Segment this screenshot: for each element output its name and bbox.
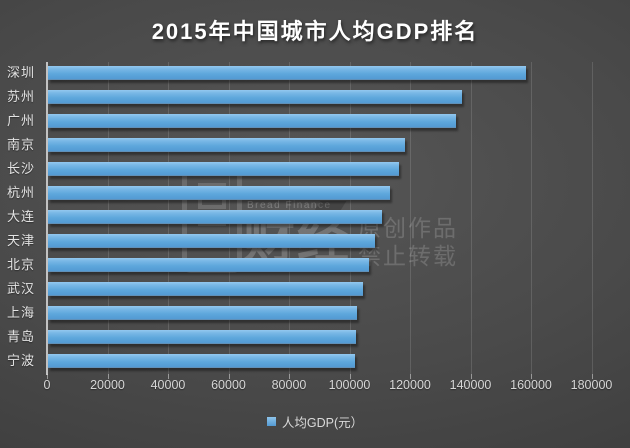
x-tick-label: 140000 [449, 378, 492, 392]
bar-宁波 [48, 354, 356, 368]
x-tickmark [107, 374, 109, 379]
x-tickmark [228, 374, 230, 379]
bar-苏州 [48, 90, 463, 104]
y-axis-label: 北京 [7, 257, 36, 272]
bar-青岛 [48, 330, 356, 344]
x-tick-label: 0 [43, 378, 51, 392]
gridline [410, 62, 411, 374]
x-tick-label: 40000 [150, 378, 186, 392]
x-tick-label: 60000 [211, 378, 246, 392]
bar-杭州 [48, 186, 390, 200]
y-axis-label: 深圳 [7, 65, 36, 80]
legend: 人均GDP(元） [0, 412, 630, 431]
legend-swatch-icon [266, 417, 276, 426]
y-axis-label: 天津 [7, 233, 36, 248]
x-tick-label: 100000 [328, 378, 371, 392]
gridline [470, 62, 472, 374]
y-axis-label: 广州 [7, 113, 36, 128]
gridline [591, 62, 593, 374]
x-tickmark [531, 374, 532, 379]
bar-广州 [48, 114, 457, 128]
bar-大连 [48, 210, 383, 224]
y-axis-label: 杭州 [7, 185, 36, 200]
x-tickmark [470, 374, 472, 379]
x-tickmark [47, 374, 48, 379]
x-tick-label: 20000 [90, 378, 125, 392]
y-axis-label: 青岛 [7, 329, 36, 344]
legend-label: 人均GDP(元） [281, 416, 364, 430]
x-tick-label: 160000 [510, 378, 552, 392]
y-axis-label: 长沙 [7, 161, 36, 176]
bar-上海 [48, 306, 357, 320]
bar-武汉 [48, 282, 363, 296]
plot-area: 0 20000 40000 60000 80000 100000 120000 140000 1… [44, 62, 612, 392]
bar-series [46, 62, 612, 374]
bar-北京 [48, 258, 369, 272]
x-tick-label: 120000 [389, 378, 431, 392]
x-tickmark [410, 374, 411, 379]
x-tick-label: 180000 [570, 378, 613, 392]
x-tickmark [168, 374, 169, 379]
chart-title: 2015年中国城市人均GDP排名 [151, 19, 479, 44]
y-axis-label: 大连 [7, 209, 36, 224]
y-axis-label: 上海 [7, 305, 36, 320]
bar-长沙 [48, 162, 399, 176]
bar-天津 [48, 234, 375, 248]
y-axis-label: 武汉 [7, 281, 36, 296]
y-axis-label: 南京 [7, 137, 36, 152]
y-axis-label: 苏州 [7, 89, 36, 104]
bar-南京 [48, 138, 405, 152]
y-axis-line [46, 62, 48, 375]
y-axis-label: 宁波 [7, 353, 36, 368]
x-tickmark [591, 374, 593, 379]
x-tickmark [349, 374, 351, 379]
bar-深圳 [48, 66, 526, 80]
x-tick-label: 80000 [271, 378, 307, 392]
x-tickmark [289, 374, 290, 379]
gridline [531, 62, 532, 374]
